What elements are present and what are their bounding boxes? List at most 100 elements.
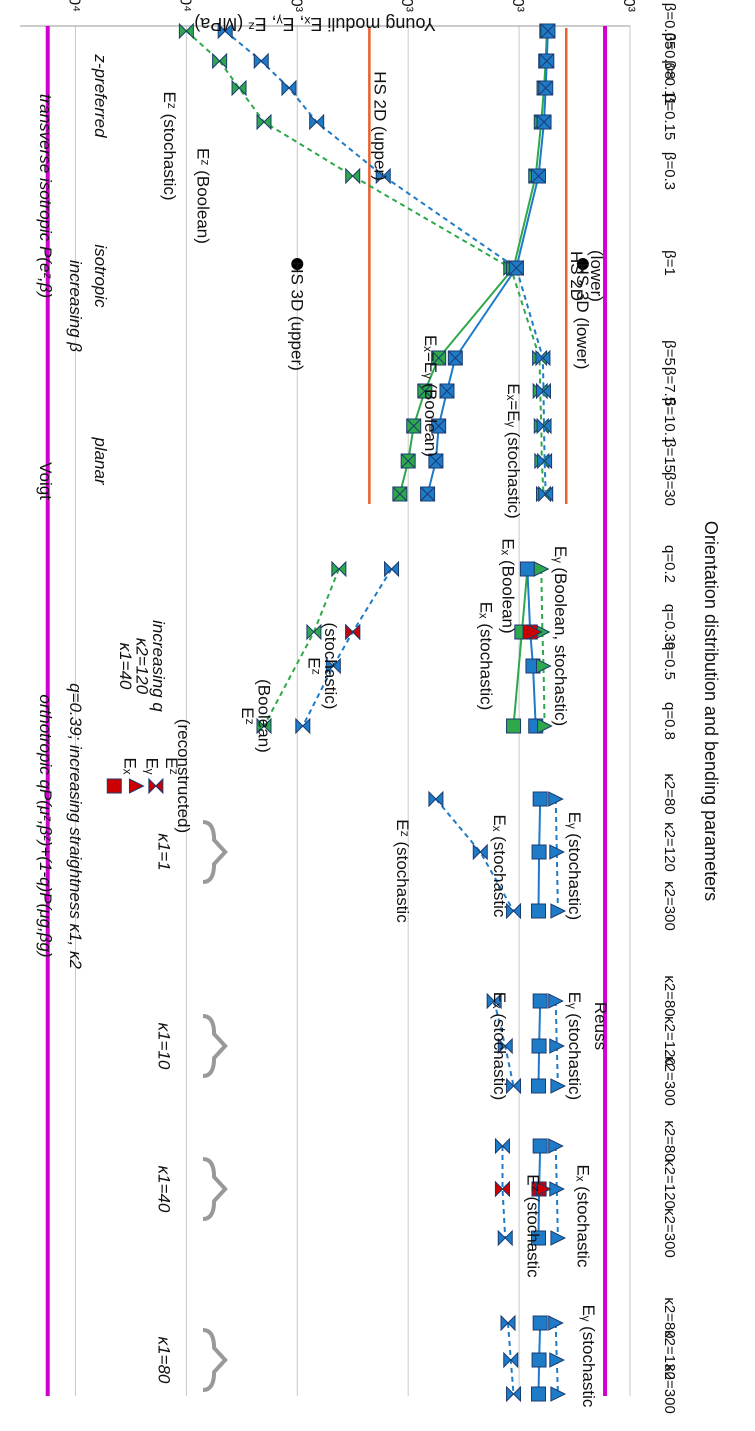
data-point-x xyxy=(392,486,408,502)
x-axis-title: Orientation distribution and bending par… xyxy=(701,521,721,901)
kappa-label: κ1=80 xyxy=(155,1337,174,1384)
hs3d-point xyxy=(576,258,589,270)
legend-text: (reconstructed) xyxy=(174,719,193,833)
data-point xyxy=(537,452,553,470)
data-point-x xyxy=(420,486,435,502)
data-point-x xyxy=(508,260,524,276)
data-point xyxy=(549,1352,565,1368)
x-tick-label: β=0.08 xyxy=(661,33,678,80)
x-tick-label: β=7.5 xyxy=(661,367,678,405)
data-point xyxy=(550,1078,567,1094)
y-tick-label: 10⁴ xyxy=(176,0,193,12)
kappa-label: κ1=40 xyxy=(155,1166,174,1213)
x-tick-label: κ2=120 xyxy=(661,1016,678,1066)
x-tick-label: β=0.11 xyxy=(661,60,678,105)
data-point xyxy=(295,717,311,735)
data-point xyxy=(428,790,444,808)
data-point xyxy=(548,993,564,1009)
annotation: Eᵧ (stochastic) xyxy=(565,812,584,920)
series-line-5 xyxy=(301,568,393,727)
x-tick-label: β=0.05 xyxy=(661,3,678,50)
data-point xyxy=(345,167,361,185)
y-tick-label: 6 10³ xyxy=(398,0,415,13)
data-point xyxy=(532,1138,548,1154)
data-point xyxy=(309,113,325,131)
data-point-x xyxy=(531,168,546,184)
reconstructed-point xyxy=(345,623,361,641)
annotation: Eᵧ (stochastic) xyxy=(565,992,584,1100)
x-tick-label: β=0.3 xyxy=(661,152,678,190)
x-tick-label: κ2=80 xyxy=(661,1297,678,1338)
data-point-x xyxy=(400,453,416,469)
data-point xyxy=(472,843,488,861)
data-point xyxy=(231,79,247,97)
annotation: Eₓ=Eᵧ (Boolean) xyxy=(421,335,440,457)
series-line-17 xyxy=(554,1145,559,1239)
data-point xyxy=(506,1077,522,1095)
x-tick-label: β=15 xyxy=(661,439,678,473)
data-point xyxy=(535,349,551,367)
annotation: Eₓ (Boolean) xyxy=(498,538,517,633)
legend-text: Eᶻ xyxy=(162,757,181,774)
data-point xyxy=(531,1038,547,1054)
series-line-0 xyxy=(185,30,545,495)
legend-marker xyxy=(106,778,122,794)
data-point xyxy=(500,1314,516,1332)
data-point xyxy=(217,22,233,40)
kappa-label: κ2=120 xyxy=(132,638,151,695)
data-point xyxy=(531,903,546,919)
x-tick-label: β=10.1 xyxy=(661,398,678,445)
annotation: Eᶻ (stochastic xyxy=(523,1174,542,1278)
x-tick-label: κ2=300 xyxy=(661,881,678,931)
data-point xyxy=(506,1385,522,1403)
annotation: Eᶻ (stochastic xyxy=(393,819,412,923)
data-point xyxy=(549,1038,565,1054)
kappa-label: κ1=10 xyxy=(155,1023,174,1070)
legend-marker xyxy=(128,778,145,794)
annotation: Eᶻ (Boolean) xyxy=(193,148,212,244)
data-point xyxy=(497,1037,513,1055)
kappa-brace xyxy=(202,1157,228,1221)
data-point xyxy=(548,1138,564,1154)
data-point xyxy=(212,52,228,70)
data-point xyxy=(178,22,194,40)
series-line-8 xyxy=(540,568,546,727)
data-point-x xyxy=(536,114,552,130)
data-point-x xyxy=(539,53,555,69)
series-line-11 xyxy=(554,798,559,912)
annotation: Eᵧ (Boolean, stochastic) xyxy=(551,546,570,726)
annotation: (Boolean) xyxy=(254,679,273,753)
series-line-1 xyxy=(224,30,547,495)
y-tick-label: 4 10³ xyxy=(509,0,526,13)
annotation: Eₓ (stochastic) xyxy=(476,602,495,711)
data-point xyxy=(256,717,272,735)
data-point xyxy=(532,1315,548,1331)
y-tick-label: 8 10³ xyxy=(287,0,304,13)
hs3d-point xyxy=(291,258,304,270)
legend-text: Eₓ xyxy=(120,758,139,775)
data-point xyxy=(486,992,502,1010)
data-point xyxy=(531,1386,546,1402)
data-point xyxy=(536,417,552,435)
annotation: HS 3D (lower) xyxy=(573,263,592,370)
kappa-label: κ1=40 xyxy=(116,643,135,690)
data-point xyxy=(331,560,347,578)
data-point xyxy=(550,1230,567,1246)
x-tick-label: q=0.39 xyxy=(661,604,678,650)
x-tick-label: κ2=300 xyxy=(661,1364,678,1414)
x-tick-label: κ2=130 xyxy=(661,1330,678,1380)
data-point xyxy=(535,658,552,674)
annotation: HS 2D xyxy=(567,251,586,301)
data-point-x xyxy=(431,350,447,366)
data-point xyxy=(548,791,564,807)
data-point xyxy=(306,623,322,641)
header-text: z-preferred xyxy=(91,53,110,138)
data-point xyxy=(375,167,391,185)
data-point xyxy=(532,791,548,807)
header-text: planar xyxy=(91,436,110,486)
header-text: increasing β xyxy=(66,260,85,352)
data-point xyxy=(506,718,522,734)
x-tick-label: q=0.8 xyxy=(661,702,678,740)
annotation: Eᶻ xyxy=(304,657,323,674)
